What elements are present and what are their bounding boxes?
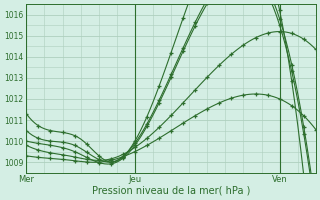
X-axis label: Pression niveau de la mer( hPa ): Pression niveau de la mer( hPa )	[92, 186, 250, 196]
